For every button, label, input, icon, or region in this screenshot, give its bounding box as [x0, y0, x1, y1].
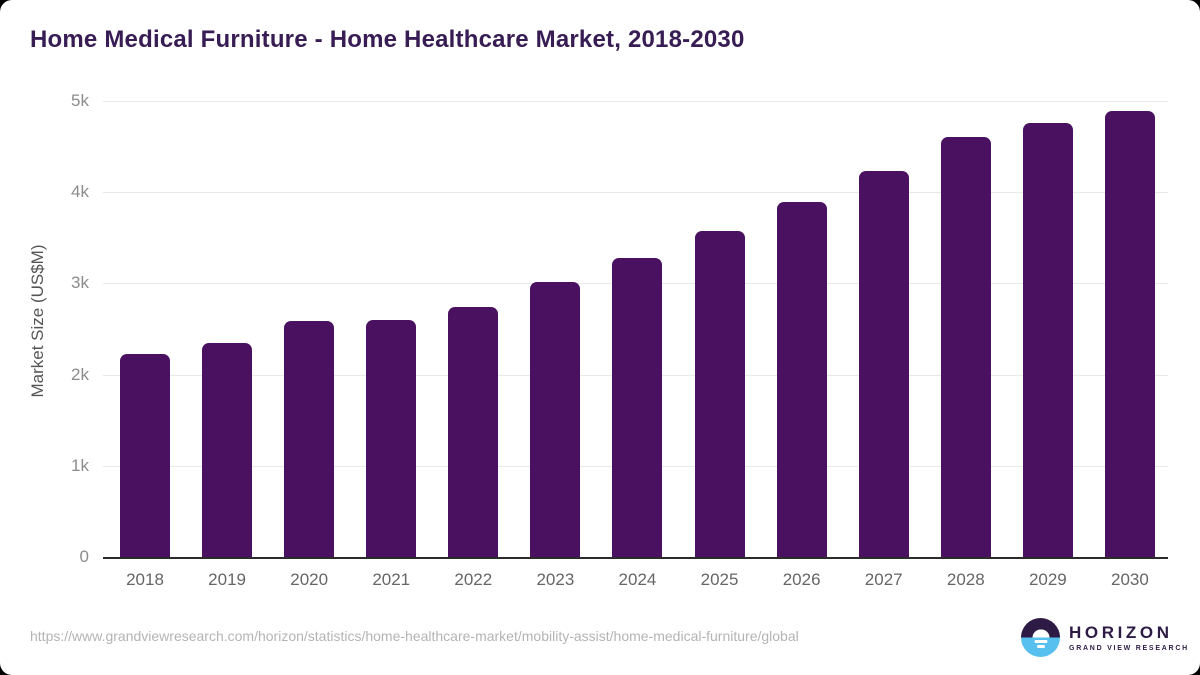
- bar-2027[interactable]: [858, 171, 909, 557]
- x-tick-label-2027: 2027: [864, 570, 903, 589]
- horizon-logo-icon: [1021, 618, 1060, 657]
- logo-subtitle: GRAND VIEW RESEARCH: [1069, 644, 1189, 652]
- y-axis-title: Market Size (US$M): [28, 244, 47, 398]
- logo-name: HORIZON: [1069, 622, 1173, 642]
- horizon-line-icon: [1036, 645, 1045, 648]
- bar-2030[interactable]: [1104, 111, 1155, 557]
- x-tick-label-2024: 2024: [618, 570, 657, 589]
- x-tick-label-2022: 2022: [454, 570, 493, 589]
- x-tick-label-2030: 2030: [1111, 570, 1149, 589]
- logo-text: HORIZON GRAND VIEW RESEARCH: [1069, 624, 1189, 652]
- y-tick-label-4k: 4k: [71, 182, 89, 202]
- horizon-logo: HORIZON GRAND VIEW RESEARCH: [1021, 618, 1189, 657]
- y-tick-label-2k: 2k: [71, 364, 89, 384]
- x-tick-label-2029: 2029: [1028, 570, 1067, 589]
- bar-2023[interactable]: [530, 281, 581, 557]
- x-tick-label-2023: 2023: [536, 570, 575, 589]
- bar-2019[interactable]: [202, 342, 253, 557]
- x-tick-label-2028: 2028: [946, 570, 985, 589]
- gridline-4k: [103, 192, 1168, 194]
- bar-2028[interactable]: [940, 136, 991, 557]
- y-tick-label-3k: 3k: [71, 273, 89, 293]
- source-url: https://www.grandviewresearch.com/horizo…: [30, 628, 799, 644]
- plot-area: 2018 2019 2020 2021 2022 2023 2024 2025 2026 2027…: [71, 91, 1168, 589]
- x-tick-label-2021: 2021: [372, 570, 411, 589]
- bar-2029[interactable]: [1022, 122, 1073, 557]
- chart-title: Home Medical Furniture - Home Healthcare…: [30, 26, 745, 53]
- bar-2026[interactable]: [776, 202, 827, 557]
- x-tick-label-2018: 2018: [126, 570, 164, 589]
- bar-2025[interactable]: [694, 231, 745, 557]
- bar-2022[interactable]: [448, 307, 499, 557]
- bar-2018[interactable]: [120, 353, 170, 557]
- bar-2021[interactable]: [366, 319, 417, 557]
- y-tick-label-5k: 5k: [71, 91, 89, 110]
- y-tick-label-1k: 1k: [71, 455, 89, 475]
- gridline-5k: [103, 101, 1168, 102]
- bar-series: [120, 101, 1155, 557]
- x-tick-label-2019: 2019: [208, 570, 246, 589]
- bar-2020[interactable]: [284, 320, 335, 557]
- x-tick-label-2020: 2020: [290, 570, 329, 589]
- x-tick-label-2026: 2026: [782, 570, 821, 589]
- bar-2024[interactable]: [612, 257, 663, 557]
- sun-dome-icon: [1032, 629, 1049, 638]
- x-axis-labels: 2018 2019 2020 2021 2022 2023 2024 2025 2026 2027…: [120, 570, 1155, 590]
- x-tick-label-2025: 2025: [700, 570, 739, 589]
- horizon-line-icon: [1034, 640, 1047, 643]
- y-tick-label-0: 0: [79, 547, 89, 566]
